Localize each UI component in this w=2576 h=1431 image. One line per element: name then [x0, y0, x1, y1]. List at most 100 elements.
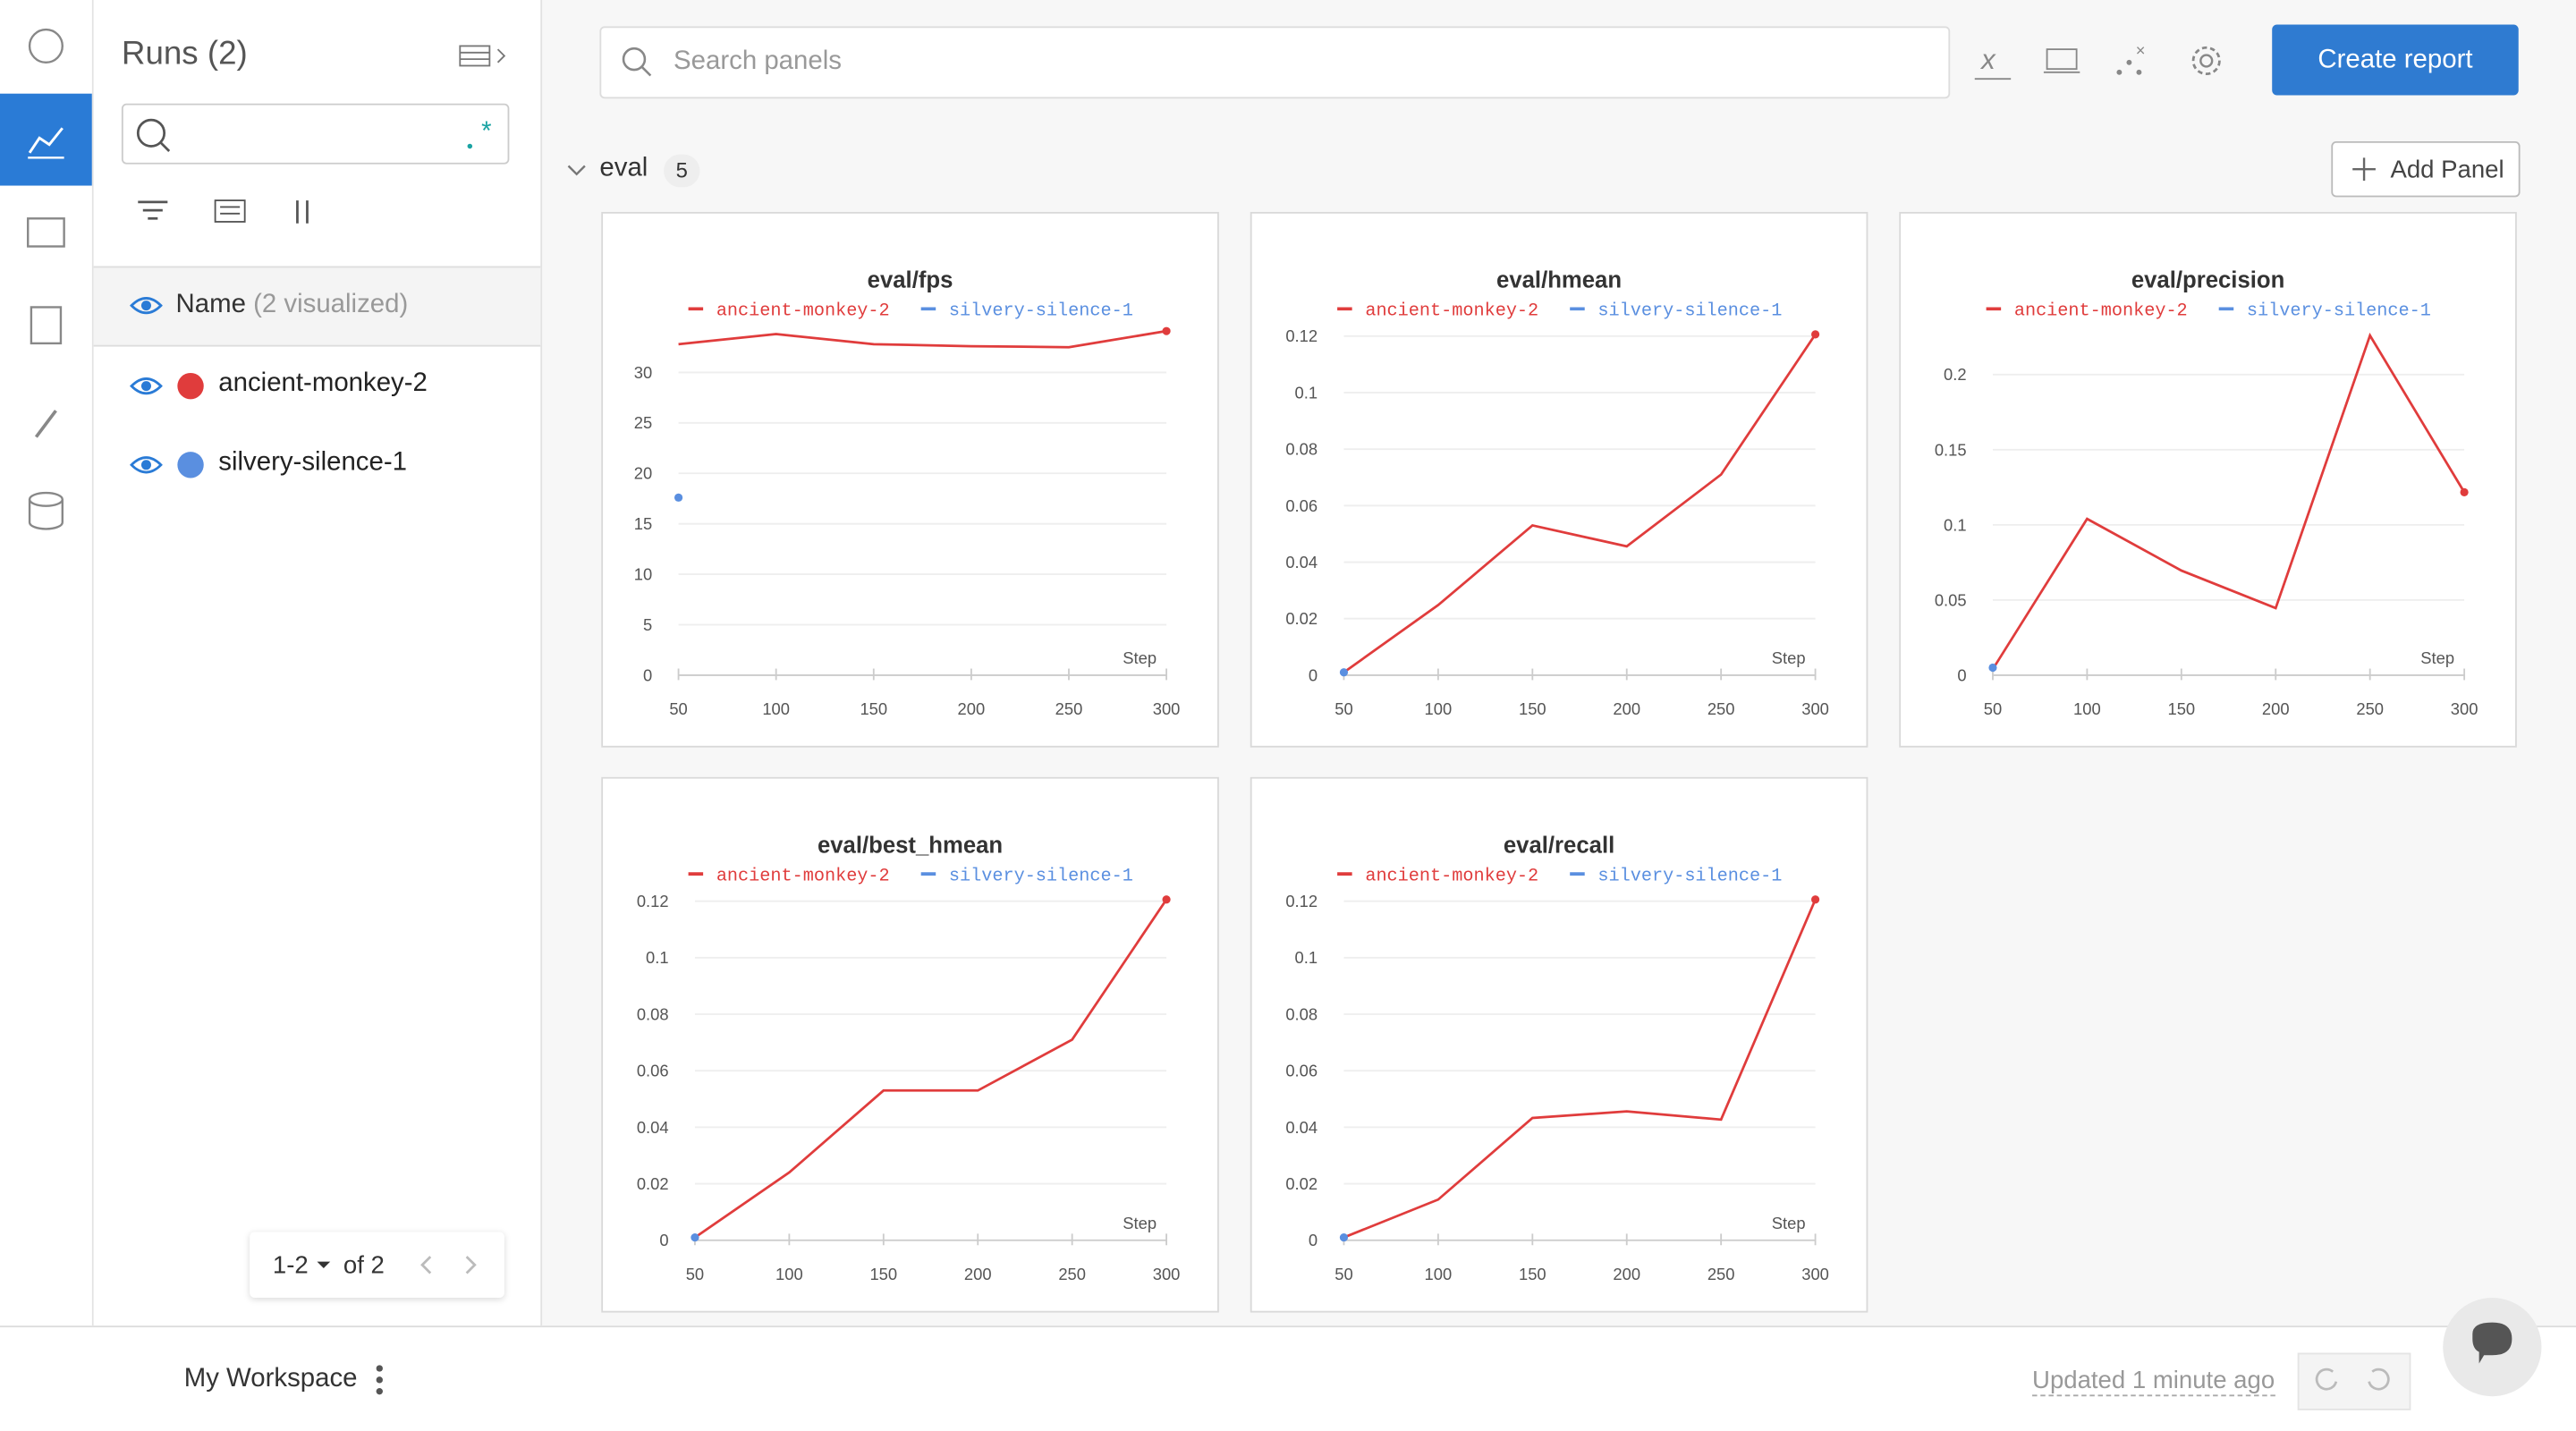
run-tools[interactable]	[130, 194, 326, 230]
y-tick-label: 0.04	[1285, 553, 1318, 572]
x-tick-label: 200	[2262, 699, 2290, 718]
y-tick-label: 10	[634, 564, 652, 583]
y-tick-label: 0.02	[1285, 609, 1318, 628]
chart: eval/recall ancient-monkey-2 silvery-silen…	[1285, 833, 1829, 1283]
y-tick-label: 0.12	[1285, 892, 1318, 910]
section-name[interactable]: eval	[599, 154, 648, 182]
database-icon[interactable]	[28, 491, 64, 507]
page-range[interactable]: 1-2	[272, 1251, 309, 1280]
legend-label: ancient-monkey-2	[716, 301, 890, 322]
series-line	[678, 329, 1167, 349]
legend-label: silvery-silence-1	[1597, 866, 1782, 886]
workspace-menu[interactable]	[371, 1363, 387, 1396]
x-axis-label: Step	[1772, 1214, 1806, 1232]
x-tick-label: 100	[1425, 1265, 1453, 1283]
y-tick-label: 0.05	[1935, 590, 1967, 609]
x-tick-label: 150	[1519, 699, 1546, 718]
undo-redo[interactable]	[2297, 1352, 2412, 1411]
report-icon[interactable]	[30, 306, 63, 345]
series-line	[1991, 332, 2466, 670]
eye-pupil	[140, 460, 151, 470]
x-tick-label: 150	[1519, 1265, 1546, 1283]
active-tab[interactable]	[0, 93, 92, 186]
run-color-dot	[177, 452, 204, 478]
chart-panel: eval/precision ancient-monkey-2 silvery-si…	[1899, 211, 2517, 748]
x-tick-label: 50	[1984, 699, 2002, 718]
create-report-button[interactable]: Create report	[2272, 24, 2519, 96]
y-tick-label: 0.08	[637, 1004, 669, 1023]
collapse-chevron[interactable]	[567, 163, 587, 179]
column-header: Name (2 visualized)	[93, 266, 541, 347]
rail-icons	[0, 28, 92, 530]
y-tick-label: 25	[634, 413, 652, 432]
y-tick-label: 0.12	[637, 892, 669, 910]
x-tick-label: 50	[1335, 699, 1352, 718]
icon-rail	[0, 0, 94, 1326]
series-point	[1162, 326, 1171, 335]
y-tick-label: 20	[634, 464, 652, 483]
run-color-dot	[177, 372, 204, 400]
x-tick-label: 50	[686, 1265, 704, 1283]
y-tick-label: 15	[634, 514, 652, 533]
x-tick-label: 200	[1613, 1265, 1640, 1283]
runs-panel: Runs (2) * Name (2 visualized) ancient-m…	[93, 0, 543, 1326]
workspace-name[interactable]: My Workspace	[183, 1365, 358, 1393]
run-name[interactable]: silvery-silence-1	[218, 448, 407, 477]
x-tick-label: 150	[2167, 699, 2195, 718]
toolbar-icons[interactable]: x ×	[1968, 36, 2239, 85]
brush-icon[interactable]	[34, 410, 57, 438]
y-tick-label: 0	[1957, 665, 1966, 684]
chart-title: eval/best_hmean	[818, 833, 1003, 858]
range-caret	[317, 1261, 331, 1268]
x-tick-label: 200	[1613, 699, 1640, 718]
x-tick-label: 250	[2356, 699, 2384, 718]
legend-label: silvery-silence-1	[949, 301, 1133, 322]
y-tick-label: 0.15	[1935, 440, 1967, 459]
series-point	[2460, 487, 2469, 496]
y-tick-label: 0	[659, 1231, 668, 1249]
legend-label: ancient-monkey-2	[1365, 301, 1538, 322]
eye-icon[interactable]	[130, 294, 163, 318]
y-tick-label: 0.04	[637, 1118, 669, 1137]
table-icon[interactable]	[27, 217, 65, 248]
y-tick-label: 30	[634, 363, 652, 382]
table-toggle[interactable]	[458, 43, 511, 69]
panel-search[interactable]: Search panels	[599, 26, 1951, 99]
y-tick-label: 0	[1309, 1231, 1318, 1249]
series-point	[691, 1232, 699, 1242]
search-icons: *	[136, 116, 492, 152]
y-tick-label: 0.1	[1295, 383, 1318, 402]
legend-label: silvery-silence-1	[2247, 301, 2431, 322]
footer: My Workspace Updated 1 minute ago	[0, 1325, 2576, 1431]
eye-icon[interactable]	[130, 375, 163, 398]
x-tick-label: 50	[669, 699, 687, 718]
y-tick-label: 0.06	[1285, 496, 1318, 515]
x-tick-label: 50	[1335, 1265, 1352, 1283]
series-point	[1811, 895, 1820, 904]
panel-count: 5	[664, 154, 700, 188]
x-tick-label: 100	[2073, 699, 2101, 718]
eye-icon[interactable]	[130, 453, 163, 477]
x-axis-label: Step	[1772, 648, 1806, 667]
chart-title: eval/recall	[1504, 833, 1614, 858]
y-tick-label: 0.02	[637, 1174, 669, 1193]
chart: eval/fps ancient-monkey-2 silvery-silence-…	[634, 267, 1181, 718]
series-point	[674, 493, 683, 502]
eye-pupil	[140, 381, 151, 392]
chat-button[interactable]	[2440, 1294, 2546, 1400]
chart: eval/precision ancient-monkey-2 silvery-si…	[1935, 267, 2479, 718]
page-arrows[interactable]	[414, 1252, 488, 1278]
add-panel-button[interactable]: Add Panel	[2331, 140, 2521, 198]
x-tick-label: 100	[775, 1265, 803, 1283]
chart-panel: eval/recall ancient-monkey-2 silvery-silen…	[1250, 776, 1868, 1313]
run-name[interactable]: ancient-monkey-2	[218, 369, 428, 398]
x-tick-label: 100	[762, 699, 790, 718]
chart-panel: eval/hmean ancient-monkey-2 silvery-silenc…	[1250, 211, 1868, 748]
pagination: 1-2 of 2	[250, 1232, 504, 1299]
run-search[interactable]: *	[121, 103, 510, 165]
x-tick-label: 100	[1425, 699, 1453, 718]
info-icon[interactable]	[28, 28, 64, 64]
visualized-note: (2 visualized)	[253, 291, 409, 319]
